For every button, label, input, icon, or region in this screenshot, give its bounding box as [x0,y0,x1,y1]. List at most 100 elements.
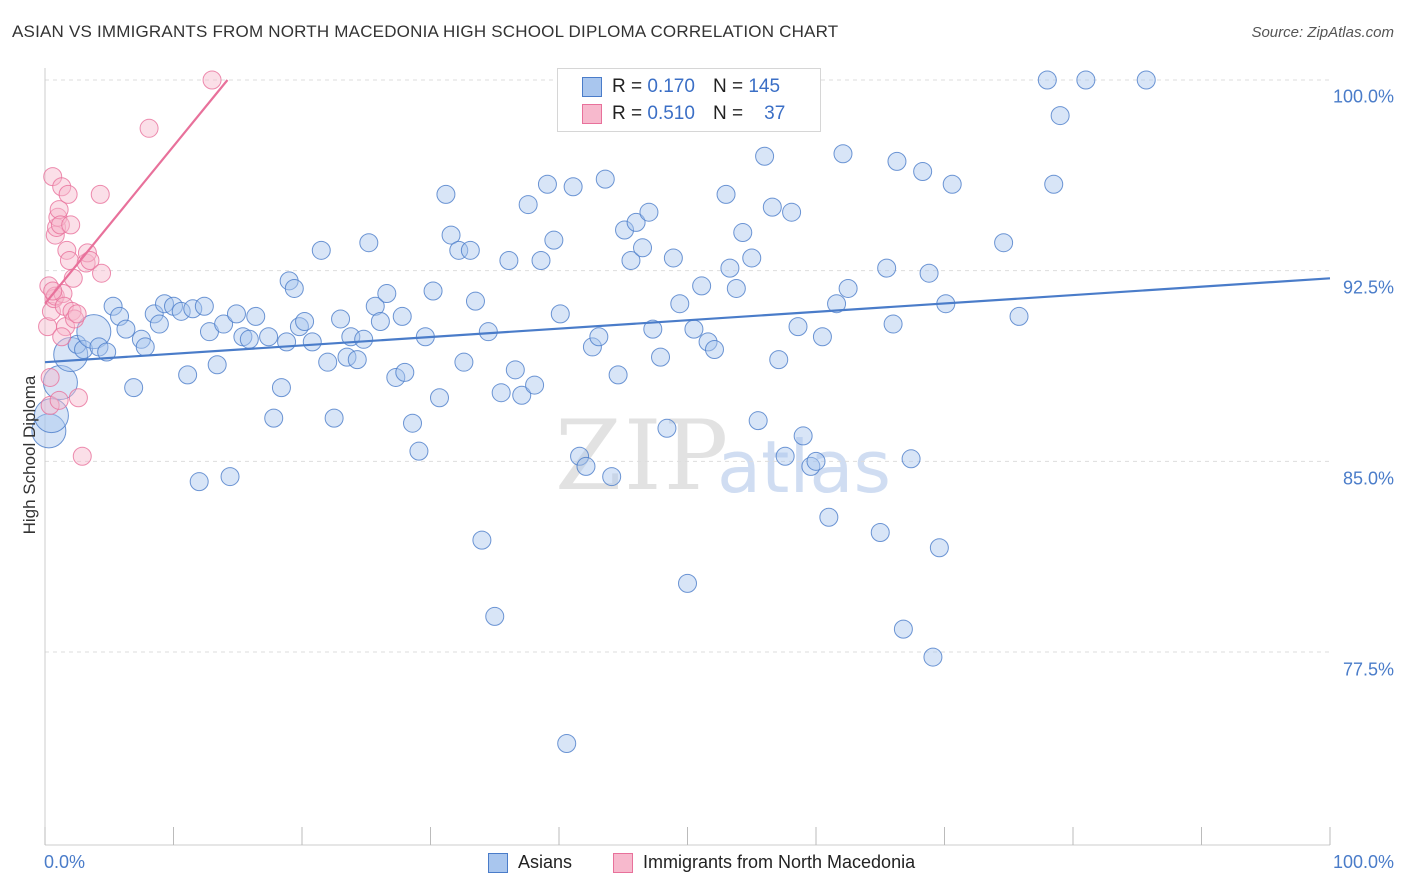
asians-point [726,278,746,298]
asians-point [171,301,191,321]
asians-point [788,317,808,337]
asians-point [359,233,379,253]
legend-item-immigrants: Immigrants from North Macedonia [613,852,915,873]
asians-point [704,339,724,359]
asians-point [626,212,646,232]
immigrants-point [62,301,82,321]
asians-point [670,294,690,314]
asians-point [663,248,683,268]
grid-lines [45,79,1330,653]
asians-point [733,223,753,243]
asians-point [392,306,412,326]
legend-row-immigrants: R = 0.510 N = 37 [582,103,785,125]
asians-point [449,240,469,260]
asians-point [377,284,397,304]
asians-point [742,248,762,268]
asians-point [1037,70,1057,90]
immigrants-trend-line [44,79,229,305]
asians-point [499,250,519,270]
asians-point [643,319,663,339]
asians-point [827,294,847,314]
asians-point [812,327,832,347]
asians-point [289,317,309,337]
immigrants-point [65,309,85,329]
immigrants-swatch [582,104,602,124]
x-tick-label-min: 0.0% [44,852,86,872]
source-label: Source: ZipAtlas.com [1251,24,1394,41]
asians-point [460,240,480,260]
legend-n-value: 37 [764,103,786,124]
asians-point [1136,70,1156,90]
asians-point [570,446,590,466]
asians-point [135,337,155,357]
legend-r-label: R = [612,103,643,124]
immigrants-point [90,184,110,204]
asians-point [557,734,577,754]
asians-point [354,329,374,349]
immigrants-point [58,184,78,204]
asians-point [684,319,704,339]
asians-point [505,360,525,380]
asians-point [639,202,659,222]
asians-point [194,296,214,316]
asians-point [436,184,456,204]
asians-point [259,327,279,347]
asians-point [311,240,331,260]
chart-title: ASIAN VS IMMIGRANTS FROM NORTH MACEDONIA… [12,22,839,41]
immigrants-point [52,177,72,197]
asians-point [748,411,768,431]
asians-point [491,383,511,403]
watermark-atlas: atlas [717,425,891,509]
asians-point [782,202,802,222]
axes [44,68,1331,846]
immigrants-point [43,281,63,301]
asians-point [149,314,169,334]
asians-point [429,388,449,408]
asians-point [819,507,839,527]
asians-point [716,184,736,204]
asians-point [893,619,913,639]
asians-point [144,304,164,324]
asians-point [183,299,203,319]
asians-point [793,426,813,446]
asians-point [302,332,322,352]
asians-point [207,355,227,375]
asians-point [563,177,583,197]
y-tick-label: 100.0% [1332,86,1394,107]
asians-point [994,233,1014,253]
asians-point [775,446,795,466]
asians-point [833,144,853,164]
asians-point [1044,174,1064,194]
asians-point [755,146,775,166]
asians-point [929,538,949,558]
asians-point [801,456,821,476]
asians-point [324,408,344,428]
asians-point [698,332,718,352]
asians-point [525,375,545,395]
asians-point [239,329,259,349]
asians-point [1050,106,1070,126]
asians-trend-line [44,277,1331,364]
asians-point [214,314,234,334]
immigrants-point [92,263,112,283]
asians-point [246,306,266,326]
asians-point [124,378,144,398]
y-axis-label: High School Diploma [20,375,39,535]
asians-point [110,306,130,326]
asians-point [651,347,671,367]
legend-r-value: 0.510 [647,103,695,124]
immigrants-point [41,301,61,321]
asians-point [544,230,564,250]
correlation-legend: R = 0.170 N = 145 R = 0.510 N = 37 [557,68,821,132]
immigrants-point [61,215,81,235]
y-tick-label: 77.5% [1342,659,1394,680]
asians-point [454,352,474,372]
asians-point [692,276,712,296]
watermark-zip: ZIP [555,400,731,512]
legend-row-asians: R = 0.170 N = 145 [582,76,780,98]
asians-point [409,441,429,461]
asians-point [913,162,933,182]
asians-points [31,70,1156,754]
immigrants-point [49,200,69,220]
asians-point [403,413,423,433]
